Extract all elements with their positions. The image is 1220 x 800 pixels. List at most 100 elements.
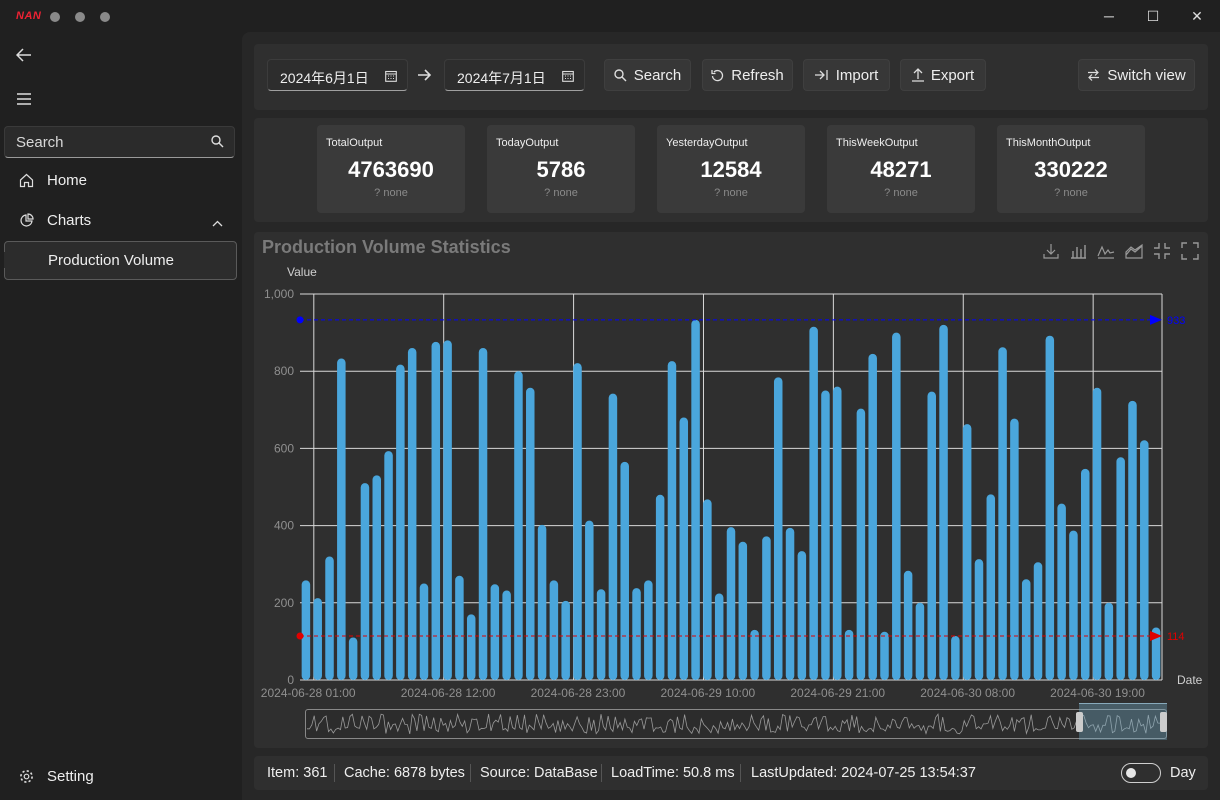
separator	[740, 764, 741, 782]
sidebar-item-setting[interactable]: Setting	[4, 758, 237, 794]
minimize-button[interactable]: ─	[1104, 8, 1114, 24]
sidebar-item-label: Production Volume	[48, 252, 174, 269]
sidebar-search-input[interactable]: Search	[4, 126, 235, 158]
back-arrow-icon[interactable]	[14, 45, 34, 65]
zoom-preview-path	[306, 712, 1166, 735]
stat-trend: ? none	[884, 187, 918, 199]
start-date-picker[interactable]: 2024年6月1日	[267, 59, 408, 91]
export-button[interactable]: Export	[900, 59, 986, 91]
fullscreen-icon[interactable]	[1181, 242, 1199, 260]
calendar-icon[interactable]	[562, 69, 574, 85]
separator	[334, 764, 335, 782]
bar	[360, 483, 370, 680]
stat-trend: ? none	[374, 187, 408, 199]
calendar-icon[interactable]	[385, 69, 397, 85]
mark-line-start-dot	[296, 316, 304, 324]
mark-line-start-dot	[296, 632, 304, 640]
stat-value: 12584	[700, 157, 762, 182]
bar	[431, 341, 441, 680]
x-tick-label: 2024-06-30 19:00	[1050, 686, 1145, 700]
upload-icon	[911, 68, 924, 82]
y-axis-label: Value	[287, 265, 317, 279]
cache-size: Cache: 6878 bytes	[344, 765, 465, 781]
bar	[974, 559, 984, 680]
bar	[726, 527, 736, 680]
hamburger-menu-icon[interactable]	[14, 89, 34, 109]
area-chart-icon[interactable]	[1125, 242, 1143, 260]
zoom-handle-left[interactable]	[1076, 712, 1083, 732]
end-date-picker[interactable]: 2024年7月1日	[444, 59, 585, 91]
y-tick-label: 800	[274, 364, 294, 378]
bar	[655, 494, 665, 680]
y-tick-label: 400	[274, 519, 294, 533]
bar	[750, 629, 759, 680]
bar	[986, 494, 996, 680]
sidebar-item-label: Home	[47, 171, 88, 189]
sidebar-item-production-volume[interactable]: Production Volume	[4, 241, 237, 280]
window-dot-3	[100, 12, 110, 22]
zoom-handle-right[interactable]	[1160, 712, 1167, 732]
bar	[1104, 602, 1114, 680]
bar	[880, 631, 889, 680]
chart-icon	[18, 212, 34, 228]
bar	[809, 326, 818, 680]
search-placeholder: Search	[16, 134, 64, 151]
bar	[596, 589, 606, 680]
sidebar-item-label: Charts	[47, 211, 92, 229]
line-chart-icon[interactable]	[1097, 242, 1115, 260]
stat-card-yesterday-output: YesterdayOutput 12584 ? none	[657, 125, 805, 213]
last-updated: LastUpdated: 2024-07-25 13:54:37	[751, 765, 976, 781]
bar	[1128, 400, 1137, 680]
stat-value: 48271	[870, 157, 932, 182]
bar	[573, 363, 582, 680]
bar	[951, 635, 960, 680]
stat-trend: ? none	[714, 187, 748, 199]
switch-arrows-icon	[1088, 69, 1100, 81]
bar-chart-icon[interactable]	[1069, 242, 1087, 260]
import-button[interactable]: Import	[803, 59, 890, 91]
switch-view-button[interactable]: Switch view	[1078, 59, 1195, 91]
bar	[868, 353, 877, 680]
chart-title: Production Volume Statistics	[262, 237, 511, 257]
bar	[1116, 457, 1125, 680]
status-bar: Item: 361 Cache: 6878 bytes Source: Data…	[254, 756, 1208, 790]
bar	[1069, 530, 1078, 680]
stat-value: 5786	[536, 157, 586, 182]
bar	[348, 637, 358, 680]
bar	[1080, 468, 1090, 680]
sidebar-item-charts[interactable]: Charts	[4, 202, 237, 238]
bar	[856, 408, 866, 680]
bar	[1021, 579, 1031, 680]
zoom-window[interactable]	[1079, 703, 1167, 740]
bar	[998, 347, 1007, 680]
search-icon[interactable]	[211, 135, 224, 153]
mark-line-arrow	[1150, 314, 1162, 325]
restore-zoom-icon[interactable]	[1153, 242, 1171, 260]
bar	[537, 524, 547, 680]
maximize-button[interactable]: ☐	[1146, 7, 1160, 24]
chevron-up-icon[interactable]	[212, 214, 223, 231]
bar	[833, 386, 842, 680]
bar	[797, 551, 807, 680]
bar	[644, 580, 653, 680]
bar	[714, 593, 724, 680]
bar	[455, 575, 464, 680]
download-icon[interactable]	[1042, 242, 1060, 260]
search-button[interactable]: Search	[604, 59, 691, 91]
refresh-button-label: Refresh	[731, 66, 784, 84]
data-zoom-slider[interactable]	[305, 709, 1167, 739]
bar	[1010, 418, 1019, 680]
y-tick-label: 0	[287, 673, 294, 687]
bar	[490, 584, 500, 680]
toggle-knob	[1126, 768, 1136, 778]
bar	[773, 377, 783, 680]
bar	[667, 361, 677, 680]
main-content: 2024年6月1日 2024年7月1日 Search Refresh Impor…	[242, 32, 1220, 800]
close-button[interactable]: ✕	[1191, 7, 1203, 24]
bar	[703, 499, 712, 680]
refresh-button[interactable]: Refresh	[702, 59, 793, 91]
sidebar-item-home[interactable]: Home	[4, 162, 237, 198]
bar	[762, 536, 771, 680]
toggle-label: Day	[1170, 765, 1196, 781]
day-toggle-switch[interactable]	[1121, 763, 1161, 783]
